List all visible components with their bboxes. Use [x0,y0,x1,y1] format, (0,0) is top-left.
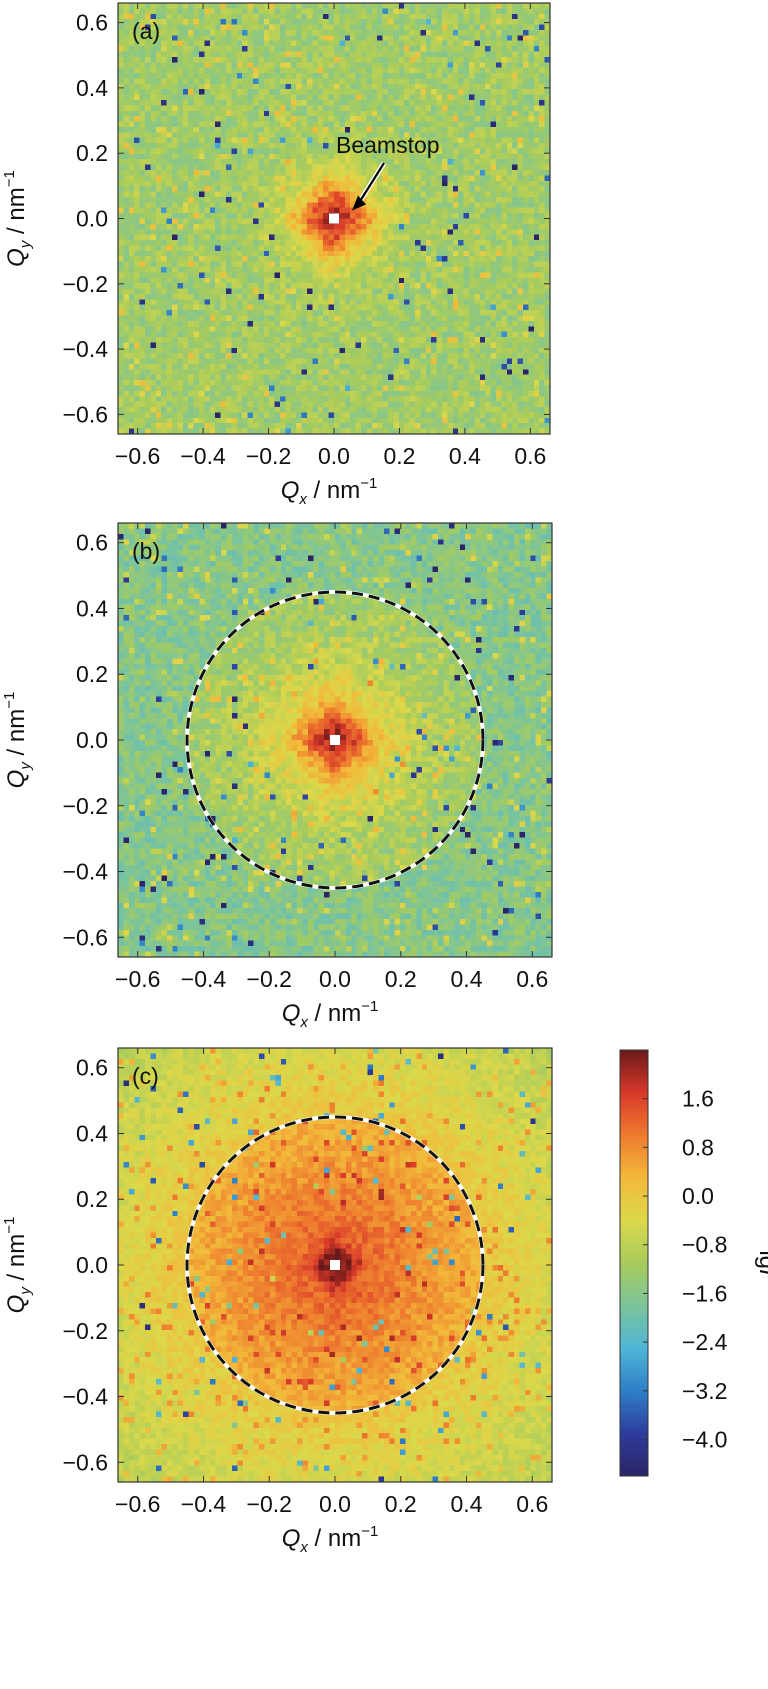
y-tick-label: −0.4 [63,336,109,362]
panel-label: (c) [132,1063,159,1089]
y-tick-label: 0.6 [76,530,108,556]
panel-label: (a) [132,18,160,44]
x-tick-label: 0.0 [319,966,351,992]
heatmap-image [118,523,553,958]
y-tick-label: 0.6 [76,1055,108,1081]
annotation-arrow [357,162,385,206]
beamstop-marker [330,735,340,745]
panel-label: (b) [132,538,160,564]
x-tick-label: −0.4 [180,443,226,469]
y-axis-label: Qy / nm−1 [1,1217,34,1314]
colorbar-tick-label: −1.6 [682,1280,727,1306]
colorbar-label: lgI [754,1250,768,1276]
colorbar-tick-label: 1.6 [682,1086,714,1112]
y-tick-label: 0.6 [76,10,108,36]
x-tick-label: 0.4 [451,966,483,992]
x-tick-label: −0.2 [246,443,291,469]
y-tick-label: 0.2 [76,140,108,166]
y-tick-label: 0.4 [76,75,108,101]
y-tick-label: −0.2 [63,1318,108,1344]
y-tick-label: 0.0 [76,727,108,753]
y-tick-label: 0.2 [76,661,108,687]
colorbar: 1.6 0.8 0.0 −0.8 −1.6 −2.4 −3.2 −4.0 lgI [619,1049,768,1477]
x-tick-label: −0.4 [181,966,227,992]
colorbar-tick-label: 0.8 [682,1134,714,1160]
x-tick-label: −0.6 [115,1491,160,1517]
x-tick-label: 0.2 [385,1491,417,1517]
dashed-circle-outline [185,1115,485,1415]
x-tick-label: 0.4 [451,1491,483,1517]
colorbar-tick-label: −3.2 [682,1378,727,1404]
x-tick-label: 0.0 [318,443,350,469]
y-tick-label: 0.0 [76,206,108,232]
x-tick-label: 0.6 [516,966,548,992]
beamstop-marker [330,1260,340,1270]
colorbar-gradient [619,1049,649,1477]
y-tick-label: −0.4 [63,1384,109,1410]
y-tick-label: −0.6 [63,1449,108,1475]
x-tick-label: −0.2 [247,1491,292,1517]
y-tick-label: 0.4 [76,1120,108,1146]
panel-c: −0.6 −0.4 −0.2 0.0 0.2 0.4 0.6 −0.6 −0.4 −0.2 0.0 0… [1,1047,553,1556]
y-tick-label: −0.6 [63,401,108,427]
y-tick-label: 0.0 [76,1252,108,1278]
x-tick-label: −0.6 [115,443,160,469]
x-tick-label: −0.6 [115,966,160,992]
annotation-arrowhead [352,195,366,211]
y-tick-label: −0.2 [63,793,108,819]
x-tick-label: 0.6 [514,443,546,469]
y-axis-label: Qy / nm−1 [1,170,34,267]
y-tick-label: −0.4 [63,859,109,885]
x-tick-label: 0.0 [319,1491,351,1517]
panel-a: −0.6 −0.4 −0.2 0.0 0.2 0.4 0.6 −0.6 −0.4 −0.2 0.0 0… [1,2,551,508]
x-axis-label: Qx / nm−1 [281,475,378,508]
colorbar-tick-label: −4.0 [682,1426,727,1452]
x-tick-label: 0.2 [383,443,415,469]
y-axis-label: Qy / nm−1 [1,692,34,789]
x-tick-label: 0.4 [449,443,481,469]
annotation-label: Beamstop [336,132,440,158]
x-tick-label: 0.2 [385,966,417,992]
colorbar-tick-label: −2.4 [682,1329,728,1355]
panel-b: −0.6 −0.4 −0.2 0.0 0.2 0.4 0.6 −0.6 −0.4 −0.2 0.0 0… [1,522,553,1031]
colorbar-tick-label: 0.0 [682,1183,714,1209]
heatmap-image [118,3,551,435]
x-tick-label: −0.4 [181,1491,227,1517]
y-tick-label: 0.2 [76,1186,108,1212]
beamstop-marker [329,213,339,224]
y-tick-label: −0.6 [63,924,108,950]
y-tick-label: 0.4 [76,595,108,621]
dashed-circle-outline [185,590,485,890]
x-tick-label: 0.6 [516,1491,548,1517]
heatmap-image [118,1048,553,1483]
x-axis-label: Qx / nm−1 [282,998,379,1031]
y-tick-label: −0.2 [63,271,108,297]
x-tick-label: −0.2 [247,966,292,992]
colorbar-tick-label: −0.8 [682,1232,727,1258]
x-axis-label: Qx / nm−1 [282,1523,379,1556]
